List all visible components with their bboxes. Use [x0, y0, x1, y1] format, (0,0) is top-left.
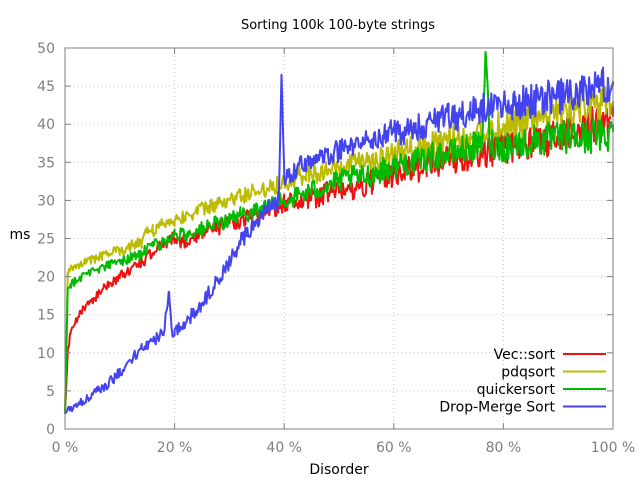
y-tick-label: 10 [37, 346, 55, 362]
chart-title: Sorting 100k 100-byte strings [241, 18, 435, 33]
legend-entry-label: pdqsort [501, 365, 555, 381]
series-line-2 [64, 50, 614, 414]
y-tick-label: 0 [46, 422, 55, 438]
y-tick-label: 40 [37, 117, 55, 133]
legend-entry-label: quickersort [477, 382, 556, 398]
series-line-3 [64, 66, 614, 415]
y-tick-label: 5 [46, 384, 55, 400]
x-tick-label: 80 % [486, 440, 522, 456]
series-lines [64, 50, 614, 415]
x-tick-label: 40 % [266, 440, 302, 456]
y-tick-label: 30 [37, 193, 55, 209]
x-axis-label: Disorder [309, 462, 369, 478]
y-tick-label: 15 [37, 308, 55, 324]
y-axis-label: ms [10, 227, 31, 243]
tick-labels: 0 5 10 15 20 25 30 35 40 45 50 0 % 20 % 40 % 60 % 80 % 1… [37, 41, 635, 456]
x-tick-label: 0 % [52, 440, 79, 456]
y-tick-label: 25 [37, 232, 55, 248]
y-tick-label: 50 [37, 41, 55, 57]
legend-entry-label: Drop-Merge Sort [439, 400, 555, 416]
x-tick-label: 100 % [591, 440, 635, 456]
y-tick-label: 20 [37, 270, 55, 286]
series-line-1 [64, 83, 614, 414]
y-tick-label: 45 [37, 79, 55, 95]
x-tick-label: 20 % [157, 440, 193, 456]
legend-entry-label: Vec::sort [494, 347, 556, 363]
y-tick-label: 35 [37, 155, 55, 171]
axis-ticks [64, 47, 614, 430]
x-tick-label: 60 % [376, 440, 412, 456]
